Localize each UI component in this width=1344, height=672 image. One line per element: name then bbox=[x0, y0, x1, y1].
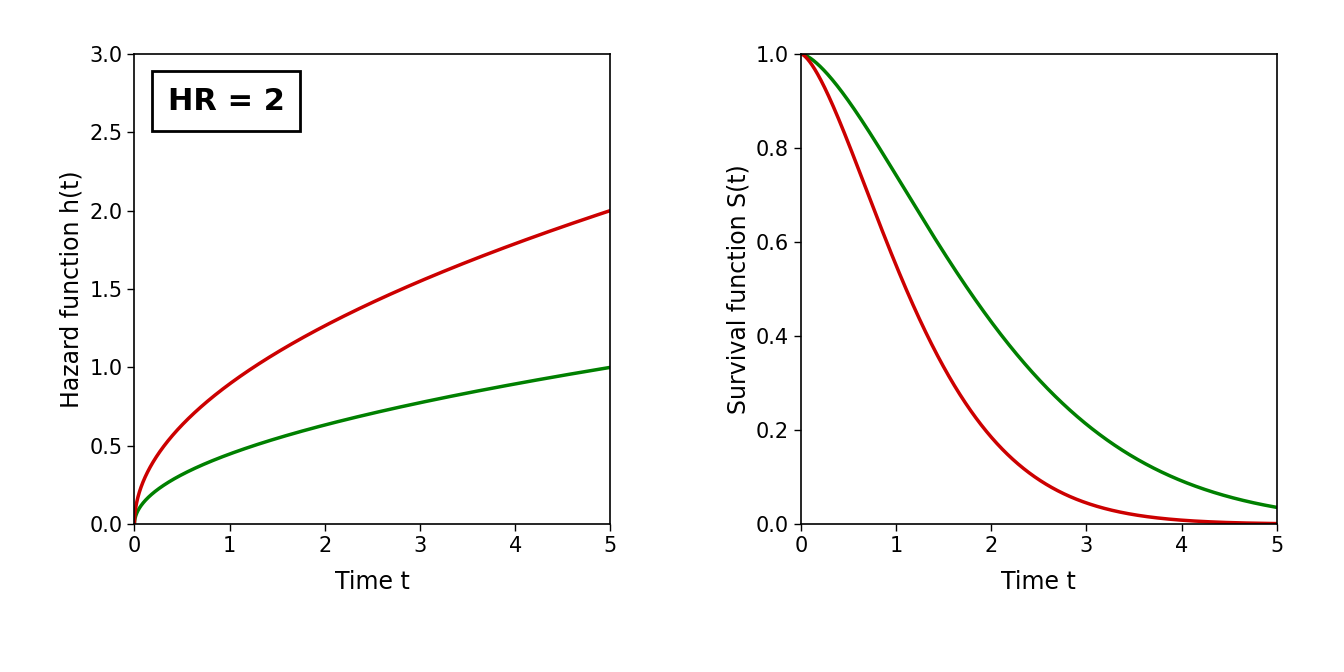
Y-axis label: Survival function S(t): Survival function S(t) bbox=[726, 164, 750, 414]
Text: HR = 2: HR = 2 bbox=[168, 87, 285, 116]
X-axis label: Time t: Time t bbox=[335, 570, 410, 594]
X-axis label: Time t: Time t bbox=[1001, 570, 1077, 594]
Y-axis label: Hazard function h(t): Hazard function h(t) bbox=[60, 170, 83, 408]
